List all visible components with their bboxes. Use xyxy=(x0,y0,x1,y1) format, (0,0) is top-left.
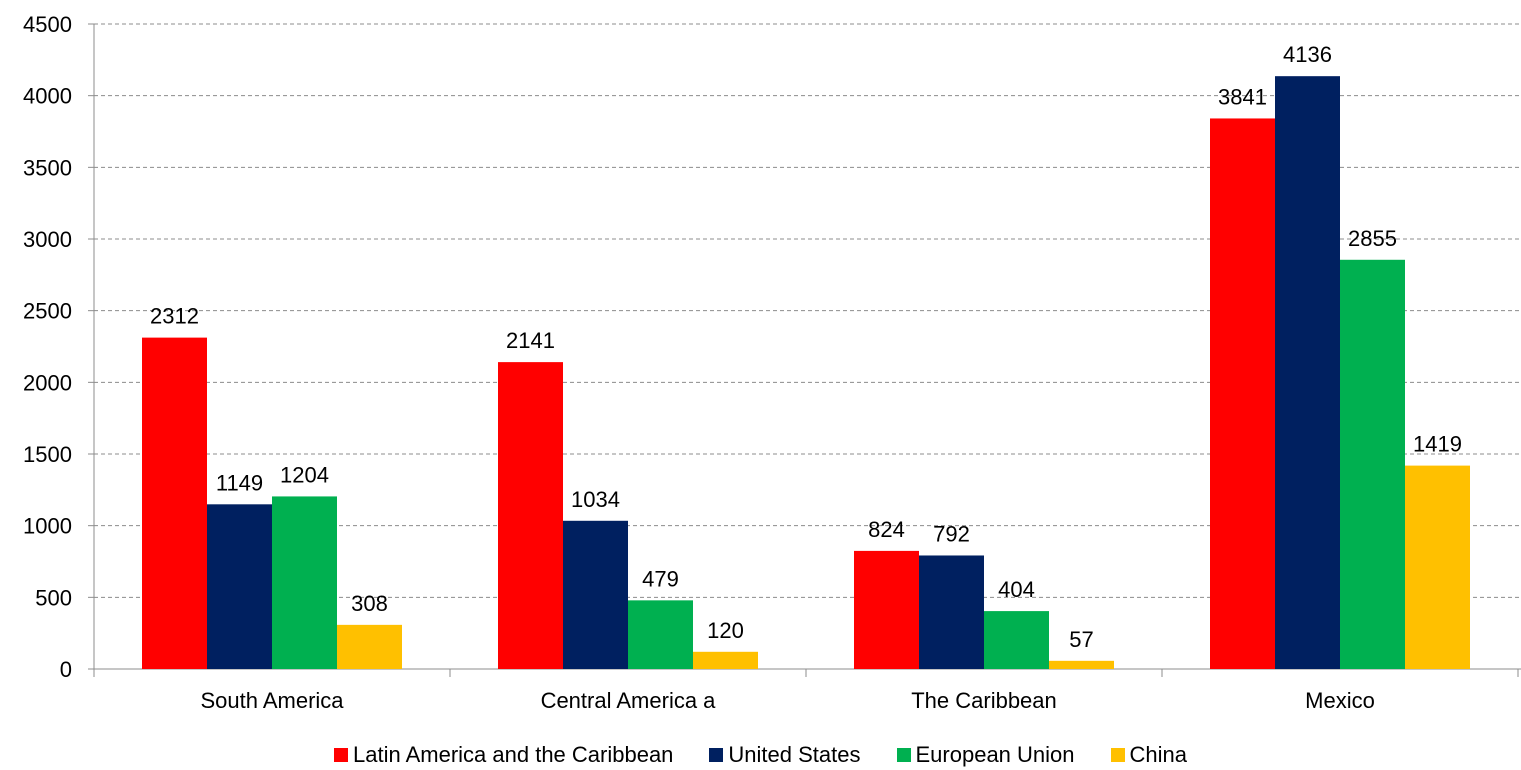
bar xyxy=(1210,118,1275,669)
legend: Latin America and the Caribbean United S… xyxy=(0,740,1521,770)
data-label: 1204 xyxy=(280,462,329,487)
bar-chart-plot: 0 500 1000 1500 2000 2500 3000 3500 4000 4500 2312… xyxy=(23,12,1521,713)
data-label: 824 xyxy=(868,517,905,542)
y-tick-label: 3000 xyxy=(23,227,72,252)
bar xyxy=(142,337,207,669)
legend-item-united-states: United States xyxy=(709,742,861,768)
data-label: 120 xyxy=(707,618,744,643)
data-label: 57 xyxy=(1069,627,1093,652)
data-label: 2855 xyxy=(1348,226,1397,251)
y-tick-label: 500 xyxy=(35,585,72,610)
bar xyxy=(1049,660,1114,669)
data-label: 4136 xyxy=(1283,42,1332,67)
x-tick-label: The Caribbean xyxy=(911,688,1057,713)
data-label: 308 xyxy=(351,591,388,616)
bar xyxy=(498,362,563,669)
bar xyxy=(628,600,693,669)
legend-item-china: China xyxy=(1110,742,1187,768)
bar xyxy=(1405,465,1470,669)
bar xyxy=(337,624,402,669)
legend-swatch-united-states xyxy=(709,748,724,762)
legend-label-european-union: European Union xyxy=(915,742,1075,767)
y-tick-label: 0 xyxy=(60,657,72,682)
data-label: 479 xyxy=(642,566,679,591)
bar xyxy=(919,555,984,669)
data-label: 3841 xyxy=(1218,84,1267,109)
bar xyxy=(1340,259,1405,669)
bar xyxy=(272,496,337,669)
data-label: 2312 xyxy=(150,304,199,329)
y-tick-label: 2500 xyxy=(23,299,72,324)
legend-label-latin-america: Latin America and the Caribbean xyxy=(352,742,674,767)
x-tick-label: South America xyxy=(200,688,344,713)
y-tick-label: 1000 xyxy=(23,514,72,539)
legend-swatch-latin-america xyxy=(333,748,348,762)
data-label: 404 xyxy=(998,577,1035,602)
x-tick-label: Central America a xyxy=(541,688,717,713)
data-label: 792 xyxy=(933,521,970,546)
y-tick-label: 2000 xyxy=(23,370,72,395)
bar xyxy=(1275,76,1340,669)
bar xyxy=(984,611,1049,669)
legend-item-european-union: European Union xyxy=(896,742,1075,768)
bar xyxy=(563,520,628,669)
legend-swatch-european-union xyxy=(896,748,911,762)
y-tick-label: 1500 xyxy=(23,442,72,467)
y-tick-label: 4000 xyxy=(23,84,72,109)
legend-item-latin-america: Latin America and the Caribbean xyxy=(333,742,674,768)
x-tick-label: Mexico xyxy=(1305,688,1375,713)
legend-swatch-china xyxy=(1110,748,1125,762)
data-label: 1034 xyxy=(571,487,620,512)
legend-label-united-states: United States xyxy=(728,742,861,767)
y-tick-label: 4500 xyxy=(23,12,72,37)
y-tick-label: 3500 xyxy=(23,155,72,180)
bar xyxy=(693,651,758,669)
legend-label-china: China xyxy=(1129,742,1187,767)
data-label: 1419 xyxy=(1413,432,1462,457)
data-label: 2141 xyxy=(506,328,555,353)
data-label: 1149 xyxy=(216,470,263,495)
bar xyxy=(854,550,919,669)
bar xyxy=(207,504,272,669)
